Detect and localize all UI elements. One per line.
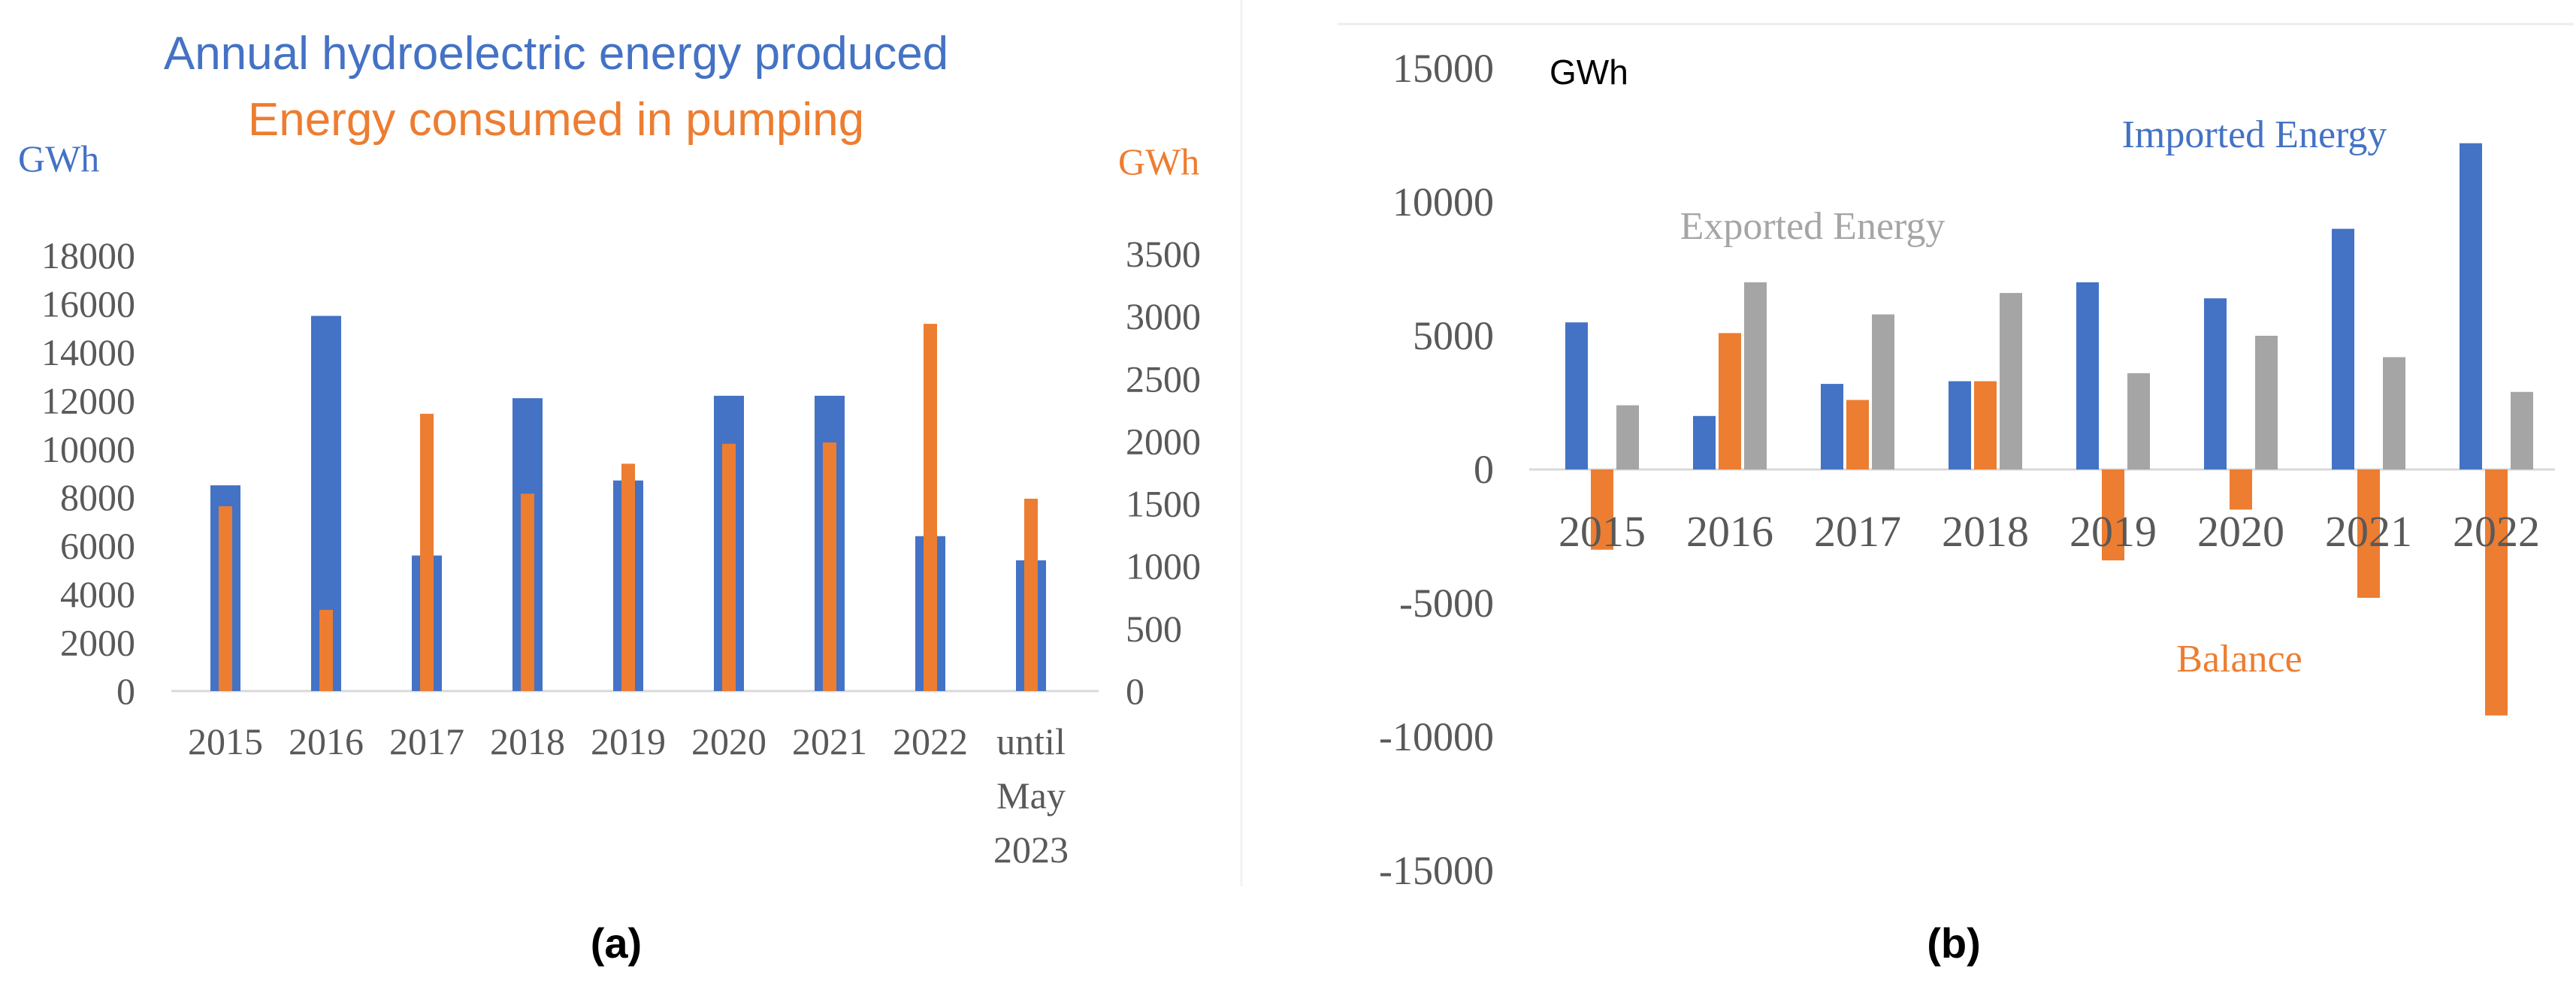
chart-a-left-tick-7: 14000 (41, 331, 135, 373)
chart-b-bars (1565, 143, 2533, 716)
chart-a-right-tick-4: 2000 (1126, 420, 1201, 462)
chart-b-bar-balance-1 (1719, 333, 1741, 469)
chart-a-category-1-line-0: 2016 (289, 720, 364, 762)
chart-b-bar-imported-energy-1 (1693, 415, 1716, 469)
chart-b-bar-balance-3 (1974, 381, 1997, 469)
chart-a-bars (210, 315, 1046, 691)
chart-a-left-tick-1: 2000 (60, 622, 135, 664)
chart-a-category-0-line-0: 2015 (188, 720, 263, 762)
chart-a-left-tick-3: 6000 (60, 525, 135, 567)
chart-b-bar-exported-energy-5 (2255, 336, 2278, 469)
chart-a-bar-pumping-1 (319, 609, 333, 691)
chart-a-category-8-line-2: 2023 (993, 829, 1069, 871)
chart-b-bar-exported-energy-1 (1744, 282, 1767, 469)
chart-a-bar-pumping-2 (420, 413, 434, 691)
chart-a-right-tick-1: 500 (1126, 608, 1182, 650)
chart-b-y-tick-2: 5000 (1413, 313, 1494, 358)
chart-b-y-tick-0: 15000 (1392, 46, 1494, 91)
chart-b-y-tick-1: 10000 (1392, 180, 1494, 225)
chart-a-right-tick-0: 0 (1126, 670, 1144, 712)
chart-b-bar-imported-energy-4 (2076, 282, 2099, 469)
chart-b-bar-imported-energy-0 (1565, 322, 1588, 469)
chart-a-left-tick-5: 10000 (41, 428, 135, 470)
chart-b-y-tick-5: -10000 (1379, 714, 1494, 759)
chart-b-bar-exported-energy-4 (2127, 373, 2150, 469)
chart-b-y-tick-6: -15000 (1379, 848, 1494, 893)
chart-b-y-ticks: 15000 10000 5000 0 -5000 -10000 -15000 (1379, 46, 1494, 893)
chart-a: Annual hydroelectric energy produced Ene… (18, 28, 1201, 871)
chart-b-bar-exported-energy-2 (1872, 314, 1894, 469)
chart-a-right-tick-5: 2500 (1126, 358, 1201, 400)
chart-b-bar-balance-0 (1591, 469, 1613, 550)
chart-b-category-0: 2015 (1559, 507, 1646, 556)
chart-b-category-2: 2017 (1814, 507, 1901, 556)
chart-b-bar-imported-energy-7 (2460, 143, 2482, 469)
chart-a-left-tick-2: 4000 (60, 573, 135, 615)
chart-a-right-ticks: 0 500 1000 1500 2000 2500 3000 3500 (1126, 233, 1201, 712)
chart-a-category-8-line-1: May (996, 774, 1066, 816)
chart-a-right-axis-label: GWh (1118, 140, 1199, 183)
chart-a-bar-pumping-4 (621, 463, 635, 691)
chart-b-bar-imported-energy-3 (1949, 381, 1971, 469)
chart-a-left-ticks: 0 2000 4000 6000 8000 10000 12000 14000 16000 180… (41, 234, 135, 712)
chart-a-left-tick-6: 12000 (41, 379, 135, 421)
chart-b-category-7: 2022 (2453, 507, 2540, 556)
chart-a-right-tick-2: 1000 (1126, 545, 1201, 587)
chart-a-title-pumping: Energy consumed in pumping (248, 94, 864, 146)
chart-b-bar-exported-energy-3 (2000, 293, 2022, 469)
chart-b-bar-imported-energy-2 (1821, 384, 1843, 469)
chart-a-category-4-line-0: 2019 (591, 720, 666, 762)
chart-a-bar-pumping-5 (722, 443, 736, 691)
panel-label-a: (a) (591, 919, 642, 967)
chart-b-bar-balance-6 (2357, 469, 2380, 598)
chart-b-bar-imported-energy-6 (2332, 228, 2354, 469)
chart-a-category-3-line-0: 2018 (490, 720, 565, 762)
chart-b-category-1: 2016 (1686, 507, 1773, 556)
chart-b-bar-balance-5 (2230, 469, 2252, 510)
chart-b-label-balance: Balance (2176, 638, 2302, 681)
chart-a-bar-pumping-0 (219, 506, 232, 691)
chart-b-bar-exported-energy-0 (1616, 405, 1639, 469)
chart-b-ylabel: GWh (1550, 53, 1628, 92)
chart-b-bar-balance-2 (1846, 400, 1869, 469)
chart-a-left-tick-0: 0 (116, 670, 135, 712)
chart-b-bar-exported-energy-6 (2383, 357, 2405, 469)
chart-b-category-6: 2021 (2325, 507, 2412, 556)
chart-a-title-produced: Annual hydroelectric energy produced (164, 28, 948, 80)
chart-b: GWh Imported Energy Exported Energy Bala… (1338, 23, 2574, 893)
chart-b-label-exported: Exported Energy (1680, 205, 1946, 248)
chart-a-left-axis-label: GWh (18, 137, 99, 180)
chart-a-category-5-line-0: 2020 (691, 720, 766, 762)
chart-a-left-tick-9: 18000 (41, 234, 135, 276)
chart-b-bar-exported-energy-7 (2511, 391, 2533, 469)
chart-a-category-8-line-0: until (996, 720, 1066, 762)
chart-a-right-tick-6: 3000 (1126, 295, 1201, 337)
chart-a-right-tick-3: 1500 (1126, 483, 1201, 525)
chart-a-category-2-line-0: 2017 (389, 720, 464, 762)
chart-b-bar-imported-energy-5 (2204, 298, 2227, 469)
chart-a-bar-pumping-6 (823, 442, 836, 691)
chart-b-category-5: 2020 (2197, 507, 2284, 556)
chart-b-category-3: 2018 (1942, 507, 2029, 556)
chart-a-category-7-line-0: 2022 (893, 720, 968, 762)
panel-label-b: (b) (1927, 919, 1981, 967)
chart-b-bar-balance-4 (2102, 469, 2124, 561)
chart-a-category-6-line-0: 2021 (792, 720, 867, 762)
chart-b-categories: 2015 2016 2017 2018 2019 2020 2021 2022 (1559, 507, 2540, 556)
chart-a-bar-pumping-3 (521, 494, 534, 691)
chart-a-categories: 2015 2016 2017 2018 2019 2020 2021 2022 until May… (188, 720, 1069, 871)
chart-a-left-tick-8: 16000 (41, 282, 135, 324)
chart-a-right-tick-7: 3500 (1126, 233, 1201, 275)
chart-a-bar-pumping-7 (924, 324, 937, 691)
chart-a-left-tick-4: 8000 (60, 476, 135, 518)
chart-a-bar-pumping-8 (1024, 498, 1038, 691)
chart-b-bar-balance-7 (2485, 469, 2508, 716)
chart-b-category-4: 2019 (2070, 507, 2157, 556)
chart-b-y-tick-3: 0 (1474, 447, 1494, 492)
chart-b-y-tick-4: -5000 (1399, 581, 1494, 626)
chart-b-label-imported: Imported Energy (2122, 113, 2387, 156)
